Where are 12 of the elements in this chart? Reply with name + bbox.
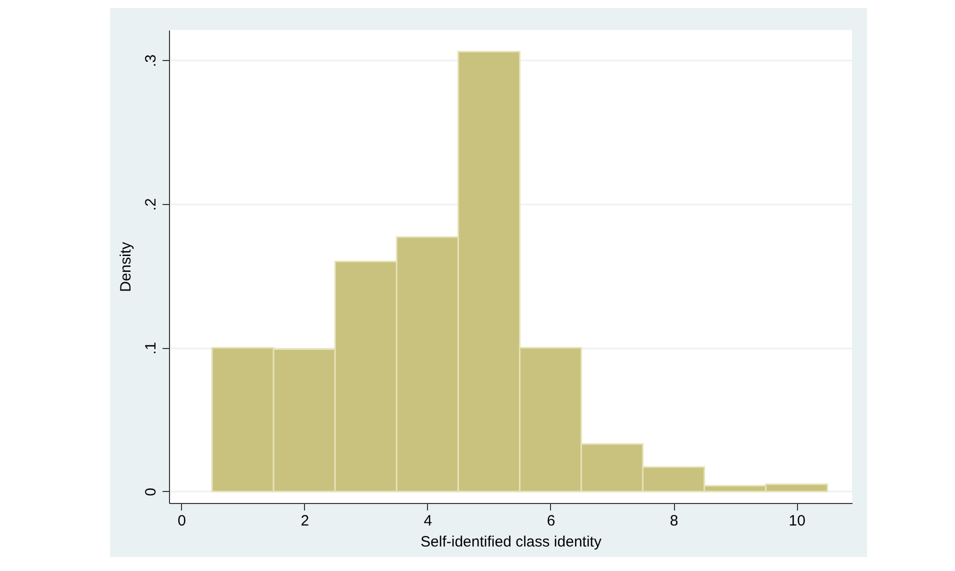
x-tick-label: 10 [788, 512, 806, 530]
x-tick-label: 2 [300, 512, 310, 530]
y-tick-label: 0 [142, 488, 160, 496]
x-tick-label: 8 [670, 512, 678, 530]
x-tick-label: 6 [546, 512, 556, 530]
y-tick-label: .1 [142, 342, 160, 354]
x-axis-title: Self-identified class identity [420, 534, 602, 550]
x-tick-label: 4 [424, 512, 432, 530]
y-tick-label: .3 [142, 54, 160, 67]
y-axis-title: Density [118, 242, 134, 292]
x-tick-label: 0 [178, 512, 186, 530]
y-tick-label: .2 [142, 198, 160, 211]
